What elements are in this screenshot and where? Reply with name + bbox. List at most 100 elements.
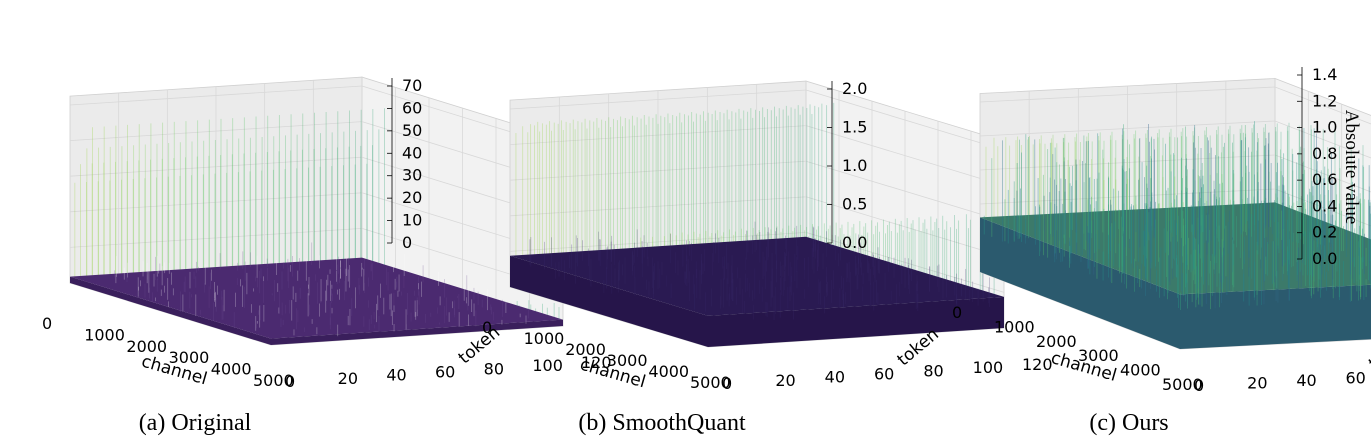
z-tick-label: 0.4 (1312, 196, 1337, 215)
grid-line (509, 125, 807, 145)
bar-texture (114, 242, 529, 337)
x-tick-label: 3000 (1078, 346, 1119, 365)
x-tick-label: 0 (482, 318, 492, 337)
grid-line (1274, 120, 1371, 159)
y-tick-label: 120 (581, 353, 612, 372)
bar-texture (983, 121, 1371, 311)
y-tick-label: 60 (435, 363, 455, 382)
x-tick-label: 4000 (1120, 361, 1161, 380)
z-tick-label: 60 (402, 98, 422, 117)
outlier-spike (74, 163, 368, 285)
grid-line (805, 160, 1005, 222)
outlier-spike (80, 145, 373, 287)
z-tick-label: 40 (402, 143, 422, 162)
z-tick-label: 0.6 (1312, 170, 1337, 189)
outlier-spike (92, 108, 385, 290)
bars-front-face (70, 276, 271, 345)
x-tick-label: 1000 (84, 325, 125, 344)
grid-line (509, 232, 807, 252)
grid-line (69, 192, 363, 213)
z-tick-label: 1.5 (842, 118, 867, 137)
bars-front-face (980, 217, 1180, 349)
grid-line (1274, 154, 1371, 193)
z-axis-label: Absolute value (1341, 110, 1362, 225)
grid-line (509, 196, 807, 217)
panel-2: 0.0 0.2 0.4 0.6 0.8 1.0 1.2 1.4 Absolute value 0 1… (952, 65, 1371, 395)
bars-side-face (708, 296, 1004, 347)
y-tick-label: 0 (722, 374, 732, 393)
y-tick-label: 20 (775, 371, 795, 390)
x-tick-label: 5000 (1162, 375, 1203, 394)
grid-line (979, 154, 1276, 171)
z-tick-label: 10 (402, 211, 422, 230)
z-tick-label: 0.0 (842, 233, 867, 252)
outlier-spike (86, 129, 380, 289)
y-tick-label: 80 (484, 359, 504, 378)
x-tick-label: 1000 (994, 317, 1035, 336)
caption-b: (b) SmoothQuant (578, 410, 746, 436)
z-tick-label: 50 (402, 121, 422, 140)
panel-0: 010203040506070010002000300040005000chan… (42, 76, 612, 391)
x-tick-label: 4000 (648, 362, 689, 381)
grid-line (979, 188, 1276, 205)
x-tick-label: 2000 (565, 340, 606, 359)
grid-line (979, 120, 1276, 137)
z-tick-label: 30 (402, 166, 422, 185)
grid-line (69, 228, 363, 248)
grid-line (69, 85, 363, 106)
z-tick-label: 0.0 (1312, 249, 1337, 268)
z-tick-label: 20 (402, 188, 422, 207)
z-tick-label: 0.2 (1312, 223, 1337, 242)
grid-line (805, 196, 1005, 258)
grid-line (1274, 86, 1371, 125)
y-tick-label: 0 (1194, 376, 1204, 395)
bars-top-face (980, 202, 1371, 295)
grid-line (1274, 188, 1371, 227)
z-tick-label: 1.0 (842, 156, 867, 175)
grid-line (509, 89, 807, 110)
bars-side-face (1180, 284, 1371, 349)
y-tick-label: 100 (532, 356, 563, 375)
z-tick-label: 1.2 (1312, 91, 1337, 110)
panel-1: 0.00.51.01.52.0010002000300040005000chan… (482, 79, 1053, 393)
y-tick-label: 40 (386, 366, 406, 385)
z-tick-label: 0.5 (842, 195, 867, 214)
y-tick-label: 100 (973, 358, 1004, 377)
y-tick-label: 60 (874, 365, 894, 384)
y-tick-label: 40 (825, 368, 845, 387)
caption-a: (a) Original (138, 410, 252, 436)
z-tick-label: 0.8 (1312, 144, 1337, 163)
y-tick-label: 120 (1022, 355, 1053, 374)
x-tick-label: 5000 (690, 373, 731, 392)
z-tick-label: 1.4 (1312, 65, 1337, 84)
x-tick-label: 5000 (253, 371, 294, 390)
y-tick-label: 60 (1346, 369, 1366, 388)
y-tick-label: 20 (338, 369, 358, 388)
x-tick-label: 0 (42, 314, 52, 333)
bars-side-face (271, 319, 563, 345)
grid-line (509, 160, 807, 181)
x-tick-label: 3000 (169, 348, 210, 367)
x-tick-label: 2000 (1036, 332, 1077, 351)
grid-line (805, 125, 1005, 186)
grid-line (69, 156, 363, 177)
x-tick-label: 3000 (607, 351, 648, 370)
x-tick-label: 4000 (211, 360, 252, 379)
y-tick-label: 40 (1296, 371, 1316, 390)
caption-c: (c) Ours (1089, 410, 1169, 436)
y-tick-label: 0 (285, 372, 295, 391)
y-tick-label: 20 (1247, 374, 1267, 393)
x-tick-label: 0 (952, 303, 962, 322)
bar-texture (529, 221, 990, 320)
grid-line (69, 121, 363, 141)
bars-top-face (510, 236, 1004, 316)
z-tick-label: 1.0 (1312, 118, 1337, 137)
grid-line (805, 232, 1005, 293)
y-tick-label: 80 (923, 361, 943, 380)
z-tick-label: 70 (402, 76, 422, 95)
grid-line (805, 89, 1005, 151)
grid-line (979, 86, 1276, 103)
bars-top-face (70, 257, 563, 339)
x-tick-label: 1000 (524, 329, 565, 348)
bars-front-face (510, 255, 708, 347)
